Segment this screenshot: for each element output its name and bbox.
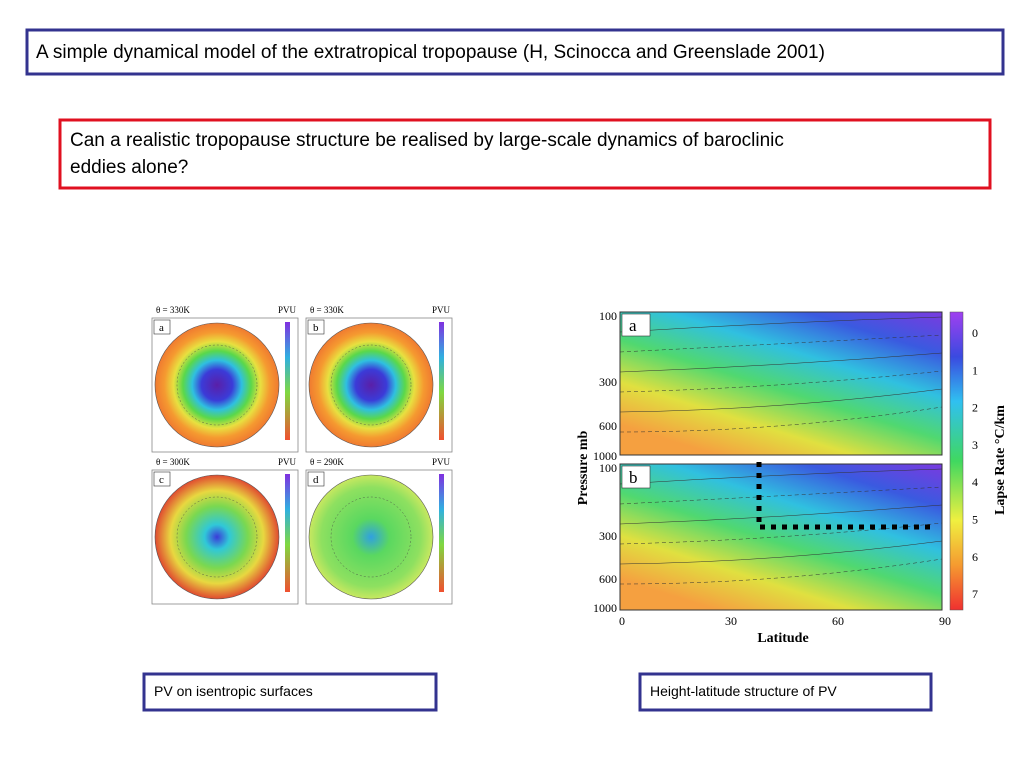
pressure-tick-label: 1000 bbox=[593, 601, 617, 615]
panel-unit: PVU bbox=[278, 457, 297, 467]
polar-map-ring bbox=[176, 344, 258, 426]
contour bbox=[619, 352, 943, 373]
polar-map-ring bbox=[176, 496, 258, 578]
panel-letter: d bbox=[313, 474, 319, 486]
contour bbox=[619, 334, 943, 353]
letter-box bbox=[307, 471, 325, 487]
letter-box bbox=[153, 319, 171, 335]
contour bbox=[619, 406, 943, 433]
contour bbox=[619, 370, 943, 393]
polar-map bbox=[308, 322, 434, 448]
x-tick-label: 60 bbox=[832, 614, 844, 628]
panel-letter: c bbox=[159, 474, 164, 486]
y-axis-label: Pressure mb bbox=[576, 431, 591, 506]
contour bbox=[619, 504, 943, 525]
question-box bbox=[58, 118, 992, 190]
panel-colorbar bbox=[285, 474, 290, 592]
colorbar-tick-label: 3 bbox=[972, 438, 978, 452]
contour bbox=[619, 486, 943, 505]
section-plot bbox=[619, 463, 943, 611]
title-box bbox=[25, 28, 1005, 76]
contour bbox=[619, 388, 943, 413]
contour bbox=[619, 316, 943, 333]
colorbar bbox=[949, 311, 964, 611]
x-axis-label: Latitude bbox=[757, 631, 808, 646]
section-plot bbox=[619, 311, 943, 456]
contour bbox=[619, 522, 943, 545]
colorbar-tick-label: 7 bbox=[972, 587, 978, 601]
caption-box bbox=[638, 672, 933, 712]
contour bbox=[619, 468, 943, 485]
question-line: eddies alone? bbox=[70, 157, 188, 178]
left-figure: θ = 330K PVU a θ = 330K PVU b θ = 300K PVU c θ = … bbox=[151, 305, 453, 605]
pressure-tick-label: 100 bbox=[599, 309, 617, 323]
x-tick-label: 30 bbox=[725, 614, 737, 628]
polar-map-ring bbox=[330, 344, 412, 426]
panel-unit: PVU bbox=[432, 305, 451, 315]
x-tick-label: 90 bbox=[939, 614, 951, 628]
letter-box bbox=[153, 471, 171, 487]
panel-letter: a bbox=[159, 322, 164, 334]
letter-box bbox=[621, 313, 651, 337]
panel-unit: PVU bbox=[432, 457, 451, 467]
pressure-tick-label: 600 bbox=[599, 419, 617, 433]
contour bbox=[619, 540, 943, 565]
title: A simple dynamical model of the extratro… bbox=[36, 42, 825, 63]
panel-colorbar bbox=[439, 474, 444, 592]
colorbar-tick-label: 6 bbox=[972, 550, 978, 564]
letter-box bbox=[621, 465, 651, 489]
caption: Height-latitude structure of PV bbox=[650, 683, 837, 699]
panel-theta: θ = 330K bbox=[310, 305, 344, 315]
pressure-tick-label: 600 bbox=[599, 572, 617, 586]
colorbar-label: Lapse Rate °C/km bbox=[993, 405, 1008, 515]
panel-colorbar bbox=[439, 322, 444, 440]
x-tick-label: 0 bbox=[619, 614, 625, 628]
pressure-tick-label: 1000 bbox=[593, 449, 617, 463]
panel-unit: PVU bbox=[278, 305, 297, 315]
contour bbox=[619, 558, 943, 585]
panel-theta: θ = 330K bbox=[156, 305, 190, 315]
letter-box bbox=[307, 319, 325, 335]
panel-letter: b bbox=[313, 322, 319, 334]
polar-map bbox=[154, 474, 280, 600]
polar-map-ring bbox=[330, 496, 412, 578]
pressure-tick-label: 100 bbox=[599, 461, 617, 475]
colorbar-tick-label: 0 bbox=[972, 326, 978, 340]
panel-theta: θ = 300K bbox=[156, 457, 190, 467]
polar-map bbox=[308, 474, 434, 600]
polar-map bbox=[154, 322, 280, 448]
caption-box bbox=[142, 672, 438, 712]
pressure-tick-label: 300 bbox=[599, 375, 617, 389]
colorbar-tick-label: 1 bbox=[972, 363, 978, 377]
caption: PV on isentropic surfaces bbox=[154, 683, 313, 699]
panel-theta: θ = 290K bbox=[310, 457, 344, 467]
colorbar-tick-label: 4 bbox=[972, 475, 978, 489]
colorbar-tick-label: 2 bbox=[972, 401, 978, 415]
panel-letter: b bbox=[629, 468, 638, 487]
question-line: Can a realistic tropopause structure be … bbox=[70, 130, 784, 151]
panel-letter: a bbox=[629, 316, 637, 335]
colorbar-tick-label: 5 bbox=[972, 513, 978, 527]
pressure-tick-label: 300 bbox=[599, 529, 617, 543]
panel-colorbar bbox=[285, 322, 290, 440]
